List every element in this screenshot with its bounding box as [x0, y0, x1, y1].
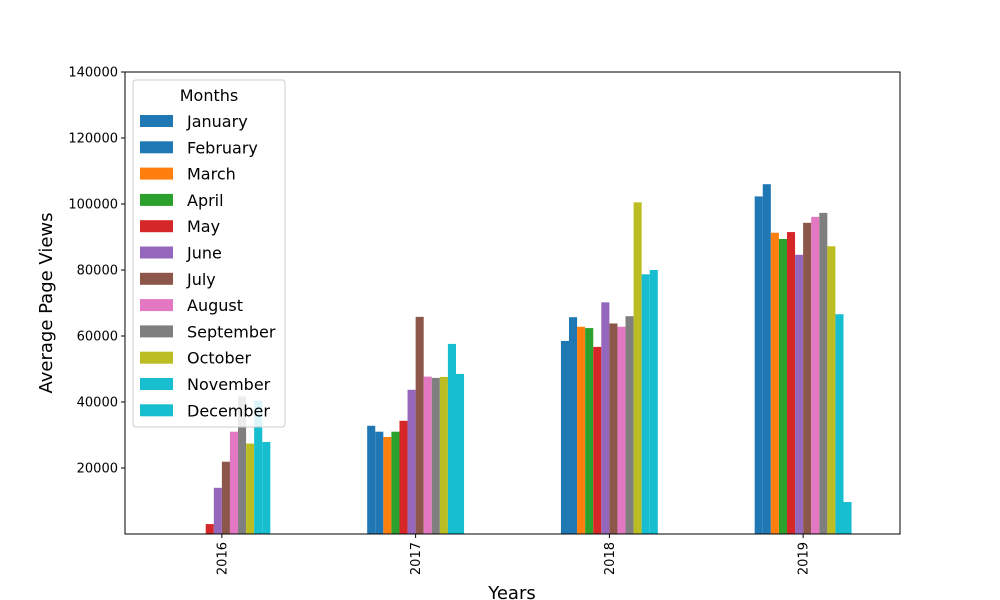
legend-label-september: September [187, 322, 276, 341]
legend-frame [132, 79, 286, 428]
x-axis: 2016 2017 2018 2019 [215, 534, 812, 575]
bar-may-2017 [399, 420, 408, 534]
legend-swatch-january [140, 115, 173, 127]
legend-label-april: April [187, 191, 224, 210]
legend-swatch-june [140, 246, 173, 259]
y-axis-title: Average Page Views [36, 212, 57, 393]
legend-label-march: March [187, 165, 236, 184]
bar-may-2019 [786, 232, 796, 535]
legend-label-november: November [187, 375, 271, 394]
bar-may-2018 [593, 346, 602, 534]
legend: Months JanuaryFebruaryMarchAprilMayJuneJ… [132, 79, 286, 428]
y-tick-label: 60000 [77, 330, 118, 345]
bar-july-2019 [803, 222, 812, 534]
y-tick-label: 80000 [77, 264, 118, 279]
bar-december-2017 [455, 373, 465, 534]
bar-july-2017 [415, 316, 424, 534]
bar-november-2018 [641, 274, 650, 534]
legend-swatch-may [140, 220, 173, 233]
y-tick-label: 140000 [68, 66, 118, 81]
legend-swatch-december [140, 404, 173, 417]
x-tick-label: 2019 [797, 542, 812, 575]
bar-march-2019 [770, 232, 779, 534]
bar-february-2019 [762, 184, 771, 534]
legend-label-may: May [187, 217, 220, 236]
legend-label-june: June [186, 244, 222, 263]
bar-september-2017 [431, 377, 440, 534]
bar-september-2019 [819, 212, 828, 534]
bar-november-2017 [447, 343, 456, 534]
bar-june-2018 [601, 302, 610, 534]
legend-label-october: October [187, 349, 251, 368]
y-axis: 20000 40000 60000 80000 100000 120000 140000 [68, 66, 125, 477]
legend-label-july: July [186, 270, 216, 289]
bar-june-2016 [213, 487, 222, 534]
legend-swatch-july [140, 272, 173, 285]
bar-august-2019 [811, 216, 820, 534]
y-tick-label: 120000 [68, 132, 118, 147]
bar-november-2019 [835, 314, 844, 534]
bar-september-2016 [238, 396, 247, 534]
y-tick-label: 40000 [77, 396, 118, 411]
plot-frame [124, 71, 901, 535]
bar-august-2017 [423, 376, 432, 534]
bar-april-2018 [585, 328, 594, 534]
bar-august-2016 [229, 431, 239, 534]
legend-swatch-february [140, 141, 173, 154]
bars-group [205, 184, 852, 535]
bar-october-2016 [246, 443, 255, 534]
legend-label-january: January [186, 112, 248, 131]
bar-june-2019 [795, 254, 804, 534]
x-axis-title: Years [487, 583, 536, 600]
legend-swatch-april [140, 193, 173, 206]
y-tick-label: 100000 [68, 198, 118, 213]
bar-january-2018 [560, 340, 570, 534]
bar-march-2018 [577, 326, 586, 534]
bar-june-2017 [407, 389, 416, 534]
bar-february-2018 [569, 317, 578, 534]
legend-label-december: December [187, 401, 270, 420]
bar-february-2017 [375, 431, 384, 534]
bar-july-2016 [221, 461, 230, 534]
bar-march-2017 [383, 436, 392, 534]
bar-august-2018 [617, 326, 626, 534]
x-tick-label: 2018 [603, 542, 618, 575]
y-tick-label: 20000 [77, 462, 118, 477]
bar-december-2018 [649, 270, 658, 534]
x-tick-label: 2017 [409, 542, 424, 575]
bar-october-2017 [439, 376, 448, 534]
legend-title: Months [180, 86, 238, 105]
bar-october-2019 [827, 246, 836, 535]
legend-swatch-september [140, 325, 173, 338]
bar-april-2017 [391, 431, 400, 534]
legend-swatch-march [140, 167, 173, 180]
bar-may-2016 [205, 524, 214, 534]
legend-items: January February March April May June July Augu… [140, 112, 276, 420]
bar-january-2019 [754, 196, 763, 534]
bar-december-2019 [843, 501, 852, 534]
bar-april-2019 [778, 238, 787, 535]
legend-label-february: February [187, 138, 258, 157]
bar-december-2016 [262, 441, 271, 534]
bar-july-2018 [609, 323, 618, 534]
x-tick-label: 2016 [215, 542, 230, 575]
legend-swatch-november [140, 378, 173, 390]
legend-label-august: August [187, 296, 243, 315]
legend-swatch-august [140, 299, 173, 312]
bar-october-2018 [633, 202, 642, 534]
bar-november-2016 [254, 400, 263, 534]
bar-january-2017 [367, 425, 376, 534]
legend-swatch-october [140, 351, 173, 364]
bar-september-2018 [625, 316, 634, 534]
